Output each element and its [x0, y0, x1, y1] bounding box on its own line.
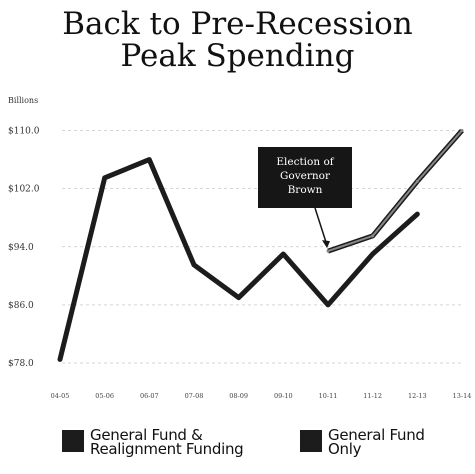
data-point — [326, 303, 330, 307]
data-point — [58, 357, 62, 361]
annotation-arrowhead — [322, 240, 330, 249]
y-tick-label: $94.0 — [8, 243, 34, 253]
y-tick-label: $86.0 — [8, 301, 34, 311]
data-point — [371, 234, 375, 238]
data-point — [460, 129, 464, 133]
annotation-line-1: Election of — [276, 156, 334, 168]
legend-item-general-fund: General Fund Only — [300, 426, 425, 458]
x-tick-label: 09-10 — [274, 392, 293, 400]
x-tick-label: 04-05 — [51, 392, 70, 400]
y-tick-label: $102.0 — [8, 185, 40, 195]
data-point — [415, 179, 419, 183]
data-point — [237, 296, 241, 300]
data-point — [326, 249, 330, 253]
x-tick-label: 06-07 — [140, 392, 159, 400]
x-tick-label: 13-14 — [453, 392, 472, 400]
legend-label-general-fund-2: Only — [328, 440, 362, 458]
annotation-line-2: Governor — [280, 170, 331, 182]
x-tick-label: 07-08 — [185, 392, 204, 400]
series-general-fund-line — [57, 157, 420, 362]
legend-label-realignment-1: General Fund & — [90, 426, 203, 444]
annotation-arrow — [314, 207, 327, 243]
legend-swatch-realignment — [62, 430, 84, 452]
chart-title-line-1: Back to Pre-Recession — [62, 6, 413, 42]
annotation-line-3: Brown — [288, 184, 323, 196]
data-point — [103, 176, 107, 180]
annotation-election: Election of Governor Brown — [258, 147, 352, 249]
series-realignment-line — [327, 129, 463, 253]
y-unit-label: Billions — [8, 96, 38, 105]
legend-item-realignment: General Fund & Realignment Funding — [62, 426, 244, 458]
x-tick-label: 10-11 — [319, 392, 338, 400]
data-point — [281, 252, 285, 256]
x-tick-label: 05-06 — [95, 392, 114, 400]
data-point — [147, 158, 151, 162]
data-point — [415, 212, 419, 216]
series-lines — [57, 128, 464, 362]
legend-swatch-general-fund — [300, 430, 322, 452]
x-tick-label: 12-13 — [408, 392, 427, 400]
x-tick-label: 08-09 — [229, 392, 248, 400]
annotation-box — [258, 147, 352, 208]
y-tick-label: $78.0 — [8, 359, 34, 369]
y-axis-ticks: $78.0 $86.0 $94.0 $102.0 $110.0 — [8, 127, 40, 369]
chart-title-line-2: Peak Spending — [120, 38, 355, 74]
data-point — [371, 252, 375, 256]
x-axis-ticks: 04-05 05-06 06-07 07-08 08-09 09-10 10-11 11-12… — [51, 392, 472, 400]
x-tick-label: 11-12 — [363, 392, 382, 400]
legend-label-realignment-2: Realignment Funding — [90, 440, 244, 458]
legend-label-general-fund-1: General Fund — [328, 426, 425, 444]
data-point — [192, 263, 196, 267]
y-tick-label: $110.0 — [8, 127, 40, 137]
